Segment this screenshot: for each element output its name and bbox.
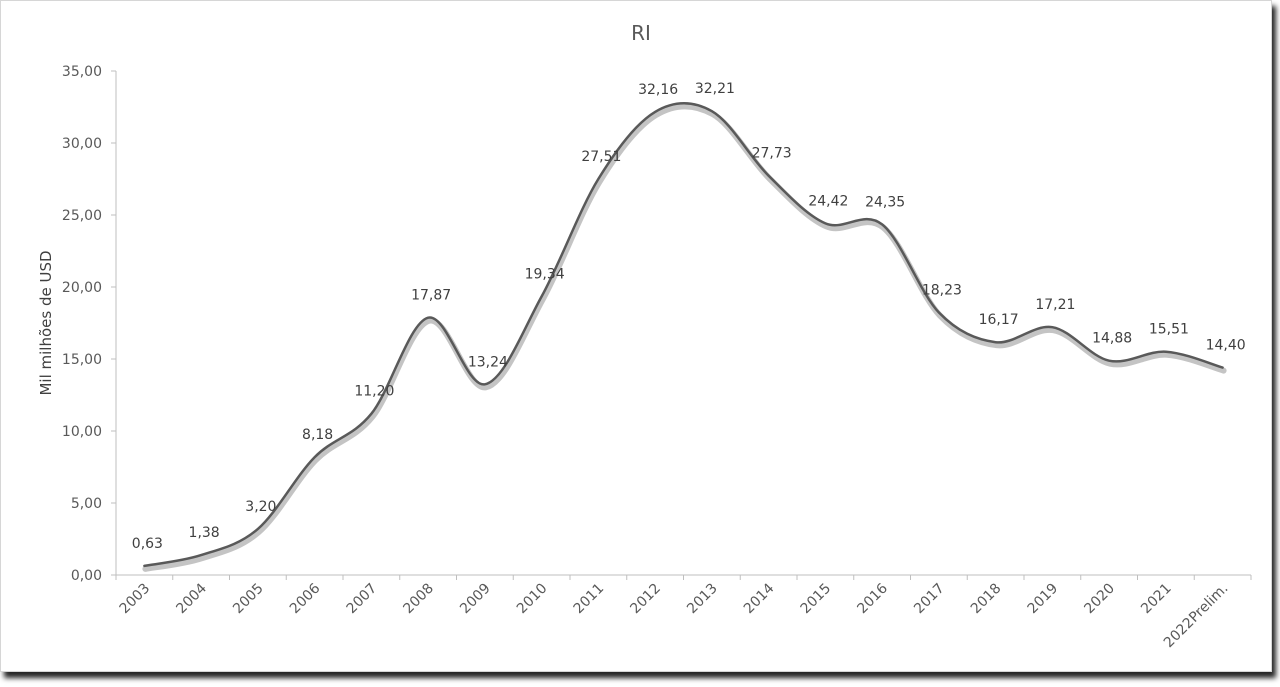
data-label: 0,63 (132, 536, 163, 552)
x-tick-label: 2007 (344, 581, 381, 618)
data-point (653, 110, 657, 114)
data-label: 32,16 (638, 82, 678, 98)
x-tick-label: 2008 (400, 581, 437, 618)
y-tick-label: 0,00 (71, 568, 102, 584)
y-tick-label: 15,00 (62, 352, 102, 368)
series-line-shadow (142, 103, 1227, 572)
data-point (1050, 325, 1054, 329)
data-label: 3,20 (245, 499, 276, 515)
series-group (142, 102, 1227, 572)
x-tick-label: 2010 (514, 581, 551, 618)
data-label: 27,51 (581, 149, 621, 165)
data-point (1164, 350, 1168, 354)
x-tick-label: 2021 (1138, 581, 1175, 618)
data-label: 24,42 (808, 193, 848, 209)
data-label: 17,87 (411, 288, 451, 304)
data-point (199, 553, 203, 557)
y-tick-label: 10,00 (62, 424, 102, 440)
y-tick-label: 5,00 (71, 496, 102, 512)
x-tick-label: 2014 (741, 580, 778, 617)
data-point (540, 295, 544, 299)
data-label: 24,35 (865, 194, 905, 210)
y-tick-label: 30,00 (62, 136, 102, 152)
chart-title: RI (631, 21, 651, 45)
y-axis-ticks: 0,00 5,00 10,00 15,00 20,00 25,00 30,00 35,00 (62, 64, 116, 584)
data-label: 15,51 (1149, 322, 1189, 338)
data-label: 19,34 (525, 267, 565, 283)
data-points (142, 109, 1224, 568)
data-label: 16,17 (979, 312, 1019, 328)
x-tick-label: 2013 (684, 581, 721, 618)
data-label: 14,88 (1092, 331, 1132, 347)
data-label: 17,21 (1035, 297, 1075, 313)
data-point (710, 109, 714, 113)
x-tick-label: 2004 (173, 580, 210, 617)
data-label: 1,38 (189, 525, 220, 541)
data-labels: 0,63 1,38 3,20 8,18 11,20 17,87 13,24 19,34 27,5… (132, 81, 1246, 552)
data-point (1107, 359, 1111, 363)
data-point (426, 316, 430, 320)
data-label: 11,20 (354, 384, 394, 400)
x-tick-label: 2003 (117, 581, 154, 618)
x-tick-label: 2015 (798, 581, 835, 618)
data-point (369, 412, 373, 416)
y-axis-title: Mil milhões de USD (37, 250, 55, 395)
x-tick-label: 2005 (230, 581, 267, 618)
data-label: 18,23 (922, 282, 962, 298)
data-point (483, 382, 487, 386)
data-point (880, 222, 884, 226)
y-tick-label: 20,00 (62, 280, 102, 296)
data-point (313, 455, 317, 459)
data-point (823, 221, 827, 225)
x-tick-label: 2017 (911, 581, 948, 618)
y-tick-label: 25,00 (62, 208, 102, 224)
data-point (256, 527, 260, 531)
x-tick-label: 2020 (1081, 581, 1118, 618)
data-label: 8,18 (302, 427, 333, 443)
data-label: 27,73 (752, 146, 792, 162)
data-point (142, 564, 146, 568)
data-point (994, 340, 998, 344)
x-tick-label: 2009 (457, 581, 494, 618)
data-point (937, 310, 941, 314)
line-chart: RI Mil milhões de USD 0,00 5,00 10,00 15,00… (37, 21, 1252, 651)
x-tick-label: 2019 (1025, 581, 1062, 618)
x-tick-label: 2016 (854, 580, 891, 617)
series-line (143, 102, 1224, 568)
data-point (596, 177, 600, 181)
data-label: 13,24 (468, 354, 508, 370)
x-tick-label: 2011 (571, 581, 608, 618)
data-label: 14,40 (1206, 338, 1246, 354)
x-axis-ticks: 2003 2004 2005 2006 2007 2008 2009 2010 2011 2012… (115, 575, 1252, 651)
chart-frame: RI Mil milhões de USD 0,00 5,00 10,00 15,00… (0, 0, 1272, 672)
data-point (767, 174, 771, 178)
x-tick-label: 2006 (287, 580, 324, 617)
x-tick-label: 2012 (627, 581, 664, 618)
data-point (1221, 366, 1225, 370)
y-tick-label: 35,00 (62, 64, 102, 80)
x-tick-label: 2018 (968, 581, 1005, 618)
data-label: 32,21 (695, 81, 735, 97)
